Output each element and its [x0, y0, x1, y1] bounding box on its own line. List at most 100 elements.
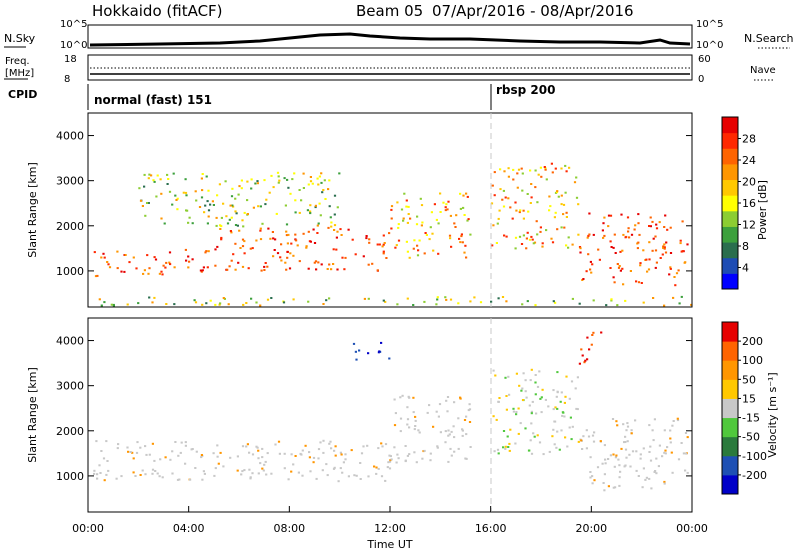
- echo-cell: [360, 452, 364, 455]
- echo-cell: [649, 216, 652, 219]
- echo-cell: [602, 222, 605, 225]
- echo-cell: [611, 418, 615, 420]
- echo-cell: [530, 183, 533, 185]
- y-tick-label: 2000: [56, 425, 84, 438]
- echo-cell: [437, 252, 440, 255]
- echo-cell: [563, 401, 566, 404]
- echo-cell: [289, 252, 292, 255]
- echo-cell: [367, 352, 370, 355]
- echo-cell: [429, 452, 432, 455]
- echo-cell: [556, 190, 559, 193]
- echo-cell: [256, 182, 259, 185]
- echo-cell: [105, 473, 108, 476]
- echo-cell: [112, 303, 115, 306]
- echo-cell: [526, 300, 529, 303]
- echo-cell: [166, 173, 169, 176]
- echo-cell: [232, 205, 235, 208]
- echo-cell: [521, 399, 525, 401]
- echo-cell: [612, 453, 615, 456]
- echo-cell: [589, 260, 592, 263]
- echo-cell: [604, 462, 607, 465]
- echo-cell: [246, 213, 249, 215]
- echo-cell: [404, 459, 407, 462]
- echo-cell: [512, 410, 515, 413]
- echo-cell: [308, 451, 311, 454]
- echo-cell: [178, 478, 181, 481]
- echo-cell: [274, 238, 277, 241]
- echo-cell: [354, 350, 357, 353]
- echo-cell: [429, 226, 432, 229]
- echo-cell: [151, 442, 154, 445]
- echo-cell: [522, 372, 525, 375]
- echo-cell: [416, 215, 419, 218]
- echo-cell: [243, 469, 246, 472]
- echo-cell: [530, 368, 533, 371]
- echo-cell: [435, 218, 438, 221]
- echo-cell: [393, 446, 396, 449]
- echo-cell: [344, 453, 347, 456]
- echo-cell: [629, 465, 632, 468]
- echo-cell: [407, 395, 410, 398]
- echo-cell: [447, 434, 450, 437]
- freq-strip: Freq. [MHz] 18 8 60 0 Nave: [4, 54, 776, 85]
- echo-cell: [457, 417, 460, 420]
- echo-cell: [529, 379, 532, 382]
- echo-cell: [313, 242, 317, 244]
- echo-cell: [214, 264, 217, 267]
- echo-cell: [283, 467, 286, 470]
- echo-cell: [124, 254, 127, 256]
- echo-cell: [147, 177, 150, 180]
- echo-cell: [428, 404, 431, 407]
- echo-cell: [651, 429, 654, 432]
- echo-cell: [290, 242, 293, 245]
- echo-cell: [612, 486, 615, 489]
- echo-cell: [518, 384, 521, 387]
- echo-cell: [231, 187, 234, 190]
- echo-cell: [539, 166, 542, 169]
- echo-cell: [521, 387, 524, 390]
- y-tick-label: 4000: [56, 130, 84, 143]
- echo-cell: [465, 433, 468, 436]
- echo-cell: [100, 304, 103, 307]
- freq-unit: [MHz]: [5, 68, 34, 79]
- velocity-colorbar: 200 100 50 15 -15 -50 -100 -200: [721, 321, 767, 495]
- echo-cell: [333, 229, 336, 231]
- echo-cell: [330, 447, 333, 450]
- echo-cell: [610, 298, 613, 301]
- echo-cell: [444, 206, 447, 209]
- echo-cell: [578, 362, 581, 365]
- echo-cell: [316, 224, 319, 227]
- echo-cell: [402, 217, 405, 220]
- echo-cell: [508, 449, 511, 452]
- echo-cell: [672, 296, 675, 299]
- echo-cell: [156, 174, 159, 177]
- echo-cell: [352, 342, 356, 345]
- station-title: Hokkaido (fitACF): [92, 2, 223, 20]
- echo-cell: [322, 439, 325, 442]
- echo-cell: [294, 233, 297, 236]
- echo-cell: [105, 440, 108, 443]
- echo-cell: [300, 199, 303, 202]
- echo-cell: [602, 236, 605, 239]
- echo-cell: [277, 440, 281, 443]
- echo-cell: [254, 182, 257, 185]
- echo-cell: [603, 216, 606, 219]
- echo-cell: [167, 178, 170, 180]
- echo-cell: [390, 217, 393, 220]
- echo-cell: [629, 270, 632, 272]
- echo-cell: [263, 463, 266, 466]
- colorbar-tick-label: 4: [742, 262, 749, 275]
- echo-cell: [450, 454, 453, 457]
- echo-cell: [515, 372, 518, 375]
- echo-cell: [591, 482, 594, 485]
- echo-cell: [609, 454, 612, 457]
- echo-cell: [556, 371, 559, 374]
- echo-cell: [193, 299, 196, 302]
- echo-cell: [522, 234, 525, 237]
- echo-cell: [534, 169, 537, 172]
- echo-cell: [159, 458, 162, 461]
- echo-cell: [551, 241, 555, 244]
- colorbar-tick-label: 8: [742, 240, 749, 253]
- echo-cell: [609, 214, 613, 217]
- echo-cell: [436, 445, 439, 448]
